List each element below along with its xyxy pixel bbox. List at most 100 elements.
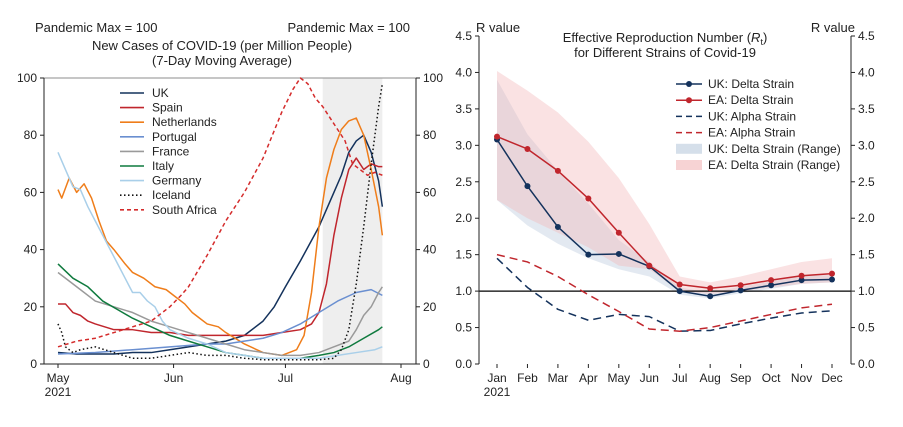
right-ylabel-right: R value [811,20,855,35]
right-ytick-label: 4.5 [455,29,472,43]
left-shaded-region [322,78,383,364]
right-xtick-label: Nov [791,371,812,385]
right-ytick-label-right: 0.5 [858,321,875,335]
series-line-uk-delta-strain [496,139,833,297]
data-point-ea-delta-strain [768,277,775,284]
right-title-close: ) [763,30,767,45]
series-line-uk-alpha-strain [496,257,833,332]
data-point-uk-delta-strain [829,276,835,283]
left-ytick-label: 60 [24,185,38,199]
left-xtick-label: Jul [278,371,293,385]
series-line-uk [57,134,384,355]
data-point-ea-delta-strain [829,270,835,277]
left-ytick-label: 40 [24,243,38,257]
left-ytick-label-right: 60 [423,185,437,199]
data-point-uk-delta-strain [768,282,775,289]
legend-marker-uk-delta-strain [686,81,692,87]
left-ytick-label-right: 100 [423,71,443,85]
legend-marker-ea-delta-strain [686,97,692,104]
legend-label-iceland: Iceland [152,188,191,202]
right-ytick-label-right: 4.0 [858,65,875,79]
right-xtick-label: Jul [672,371,687,385]
right-chart-title-line1: Effective Reproduction Number (Rt) [563,30,768,47]
legend-label-uk-delta-strain: UK: Delta Strain [708,77,794,91]
legend-label-netherlands: Netherlands [152,115,217,129]
right-panel: R value R value Effective Reproduction N… [455,20,875,399]
data-point-uk-delta-strain [737,287,744,294]
data-point-uk-delta-strain [707,293,714,300]
right-xtick-year: 2021 [484,385,511,399]
right-ytick-label-right: 0.0 [858,357,875,371]
left-panel: Pandemic Max = 100 Pandemic Max = 100 Ne… [17,20,443,399]
right-xtick-label: Oct [762,371,781,385]
right-ytick-label: 4.0 [455,65,472,79]
data-point-ea-delta-strain [585,195,592,202]
left-xtick-label: Jun [164,371,183,385]
right-legend: UK: Delta Strain EA: Delta Strain UK: Alph… [676,77,841,172]
data-point-ea-delta-strain [737,282,744,289]
data-point-uk-delta-strain [615,250,622,257]
right-ytick-label: 2.0 [455,211,472,225]
legend-label-ea-delta-strain: EA: Delta Strain [708,93,793,107]
data-point-ea-delta-strain [707,285,714,292]
right-chart-title-line2: for Different Strains of Covid-19 [574,45,756,60]
right-xtick-label: May [607,371,630,385]
right-title-text: Effective Reproduction Number ( [563,30,752,45]
data-point-ea-delta-strain [798,272,805,279]
right-xtick-label: Jan [487,371,506,385]
series-line-iceland [57,83,384,361]
right-ytick-label: 1.0 [455,284,472,298]
right-ytick-label: 0.5 [455,321,472,335]
legend-swatch-ea-delta-strain-range [676,160,702,170]
left-xtick-year: 2021 [45,385,72,399]
series-line-germany [57,152,383,360]
left-legend: UKSpainNetherlandsPortugalFranceItalyGer… [120,86,217,217]
left-xtick-label: May [47,371,70,385]
data-point-ea-delta-strain [494,133,500,140]
data-point-uk-delta-strain [676,288,683,295]
legend-label-uk-delta-strain-range: UK: Delta Strain (Range) [708,142,841,156]
data-point-ea-delta-strain [676,281,683,288]
left-ytick-label: 20 [24,300,38,314]
legend-label-germany: Germany [152,174,201,188]
right-ytick-label: 3.5 [455,102,472,116]
data-point-uk-delta-strain [798,277,805,284]
data-point-ea-delta-strain [524,145,531,152]
right-title-symbol: R [751,30,760,45]
right-xtick-label: Aug [700,371,721,385]
legend-label-france: France [152,144,190,158]
left-ytick-label: 0 [30,357,37,371]
series-line-netherlands [57,117,384,357]
left-ytick-label: 80 [24,128,38,142]
right-ytick-label-right: 2.0 [858,211,875,225]
right-ytick-label: 3.0 [455,138,472,152]
series-line-portugal [57,288,383,355]
band-uk-delta-strain-range [497,79,832,299]
series-line-ea-delta-strain [496,135,833,289]
right-ytick-label-right: 2.5 [858,175,875,189]
right-ytick-label-right: 4.5 [858,29,875,43]
left-ytick-label-right: 0 [423,357,430,371]
left-note-left: Pandemic Max = 100 [35,20,157,35]
data-point-ea-delta-strain [554,167,561,174]
right-ytick-label: 0.0 [455,357,472,371]
right-ytick-label: 1.5 [455,248,472,262]
right-title-subscript: t [760,37,763,47]
right-ytick-label: 2.5 [455,175,472,189]
right-ylabel-left: R value [476,20,520,35]
left-note-right: Pandemic Max = 100 [288,20,410,35]
series-line-ea-alpha-strain [496,253,833,332]
right-ytick-label-right: 3.5 [858,102,875,116]
legend-label-uk: UK [152,86,169,100]
right-ytick-label-right: 3.0 [858,138,875,152]
right-xtick-label: Apr [579,371,598,385]
band-ea-delta-strain-range [497,70,832,295]
right-xtick-label: Jun [640,371,659,385]
series-line-south-africa [57,77,383,348]
left-ytick-label: 100 [17,71,37,85]
right-xtick-label: Dec [821,371,842,385]
right-ytick-label-right: 1.5 [858,248,875,262]
legend-label-italy: Italy [152,159,174,173]
data-point-ea-delta-strain [615,229,622,236]
